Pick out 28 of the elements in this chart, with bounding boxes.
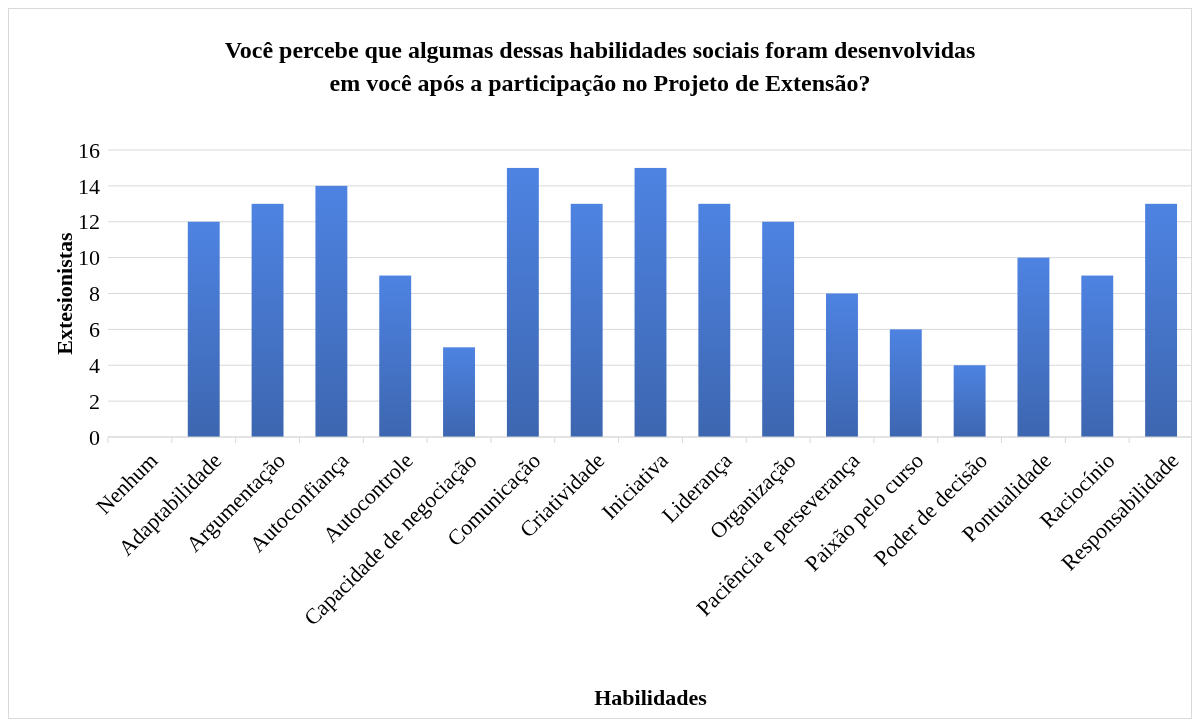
y-tick-label: 2 [89, 388, 100, 414]
bar [379, 275, 412, 437]
bar [251, 203, 284, 437]
x-axis-title: Habilidades [594, 685, 708, 710]
bar [1145, 203, 1178, 437]
y-axis-title: Extesionistas [52, 231, 77, 355]
bar [634, 167, 667, 437]
y-tick-label: 12 [78, 209, 100, 235]
y-tick-label: 8 [89, 281, 100, 307]
y-tick-label: 10 [78, 245, 100, 271]
bar [443, 347, 475, 437]
bar [953, 365, 986, 437]
bar [889, 329, 922, 437]
bar [826, 293, 858, 437]
bar [570, 203, 603, 437]
y-tick-label: 0 [89, 424, 100, 450]
y-tick-label: 14 [78, 173, 100, 199]
bar [698, 203, 731, 437]
bar [1081, 275, 1114, 437]
bar [1017, 257, 1050, 437]
y-tick-label: 6 [89, 317, 100, 343]
bar [187, 221, 220, 437]
bar [762, 221, 795, 437]
bar [315, 185, 348, 437]
y-tick-label: 4 [89, 352, 100, 378]
bar [506, 167, 539, 437]
chart-title: Você percebe que algumas dessas habilidades sociais foram desenvolvidas em você após a participação no Projeto de Extensão? [224, 37, 976, 96]
y-tick-label: 16 [78, 137, 100, 163]
